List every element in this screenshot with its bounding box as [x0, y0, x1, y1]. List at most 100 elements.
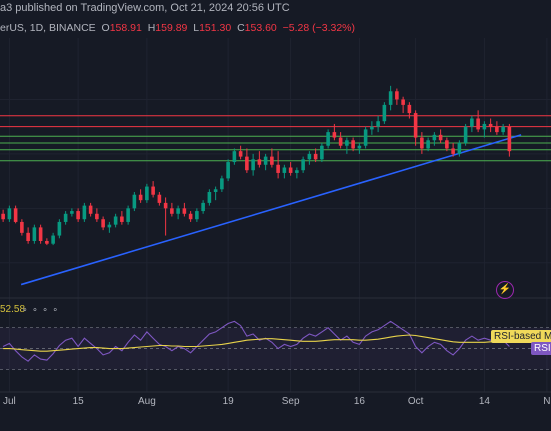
candle-21: [132, 194, 137, 209]
candle-59: [370, 126, 374, 130]
candle-50: [313, 153, 318, 160]
candle-62: [388, 91, 393, 105]
candle-12: [76, 211, 80, 220]
x-tick-2: Aug: [138, 396, 156, 407]
x-tick-5: 16: [354, 396, 366, 407]
close-label: C: [237, 22, 245, 34]
candle-66: [413, 113, 418, 138]
x-tick-1: 15: [73, 396, 85, 407]
candle-43: [270, 156, 274, 165]
candle-5: [32, 227, 37, 241]
candle-19: [120, 216, 124, 222]
rsi-value: 52.58: [0, 304, 26, 315]
candle-42: [263, 156, 268, 165]
candle-14: [88, 205, 93, 214]
candle-61: [382, 104, 387, 122]
candle-81: [507, 126, 512, 152]
candle-57: [357, 145, 362, 149]
change-value: −5.28 (−3.32%): [282, 22, 356, 34]
candle-79: [495, 126, 499, 133]
rsi-settings-dots[interactable]: ∘ ∘ ∘ ∘: [22, 304, 60, 314]
candle-39: [245, 156, 249, 171]
candle-65: [407, 104, 412, 114]
candle-9: [57, 221, 62, 236]
rsi-ma-line: [3, 334, 510, 352]
rsi-ma-tag: RSI-based MA: [491, 330, 551, 343]
high-value: 159.89: [155, 22, 188, 34]
low-label: L: [193, 22, 200, 34]
candle-6: [38, 227, 43, 241]
candle-71: [445, 140, 449, 149]
candle-53: [332, 132, 337, 138]
candle-69: [432, 134, 437, 141]
candle-24: [151, 186, 155, 195]
candle-67: [420, 137, 424, 149]
candle-2: [13, 208, 18, 222]
candle-72: [451, 148, 455, 154]
candle-74: [463, 126, 468, 143]
close-value: 153.60: [244, 22, 277, 34]
candle-0: [1, 213, 5, 220]
candle-29: [182, 208, 187, 214]
candle-7: [45, 241, 49, 244]
lightning-icon[interactable]: ⚡: [496, 281, 514, 299]
candle-47: [295, 170, 299, 173]
candle-73: [457, 143, 462, 154]
candle-60: [376, 121, 380, 127]
candle-38: [238, 151, 243, 157]
trendline: [20, 134, 522, 286]
candle-23: [145, 186, 149, 201]
candle-76: [476, 118, 480, 130]
candle-46: [288, 167, 293, 173]
candle-63: [395, 91, 399, 100]
candle-51: [320, 145, 324, 160]
candle-55: [345, 140, 349, 146]
candle-33: [207, 192, 212, 203]
candle-11: [70, 211, 74, 214]
candle-37: [232, 151, 237, 163]
low-value: 151.30: [199, 22, 232, 34]
candle-13: [82, 205, 87, 220]
x-tick-7: 14: [479, 396, 491, 407]
candle-4: [26, 232, 30, 241]
candle-35: [220, 178, 224, 190]
rsi-tag: RSI: [531, 342, 551, 355]
candle-26: [163, 202, 168, 209]
candle-30: [188, 213, 193, 220]
candle-56: [351, 140, 355, 149]
high-label: H: [147, 22, 156, 34]
symbol-label: erUS, 1D, BINANCE: [0, 22, 96, 34]
candle-45: [282, 167, 287, 173]
candle-64: [401, 99, 405, 105]
rsi-line: [2, 320, 510, 362]
candle-8: [51, 235, 55, 244]
x-tick-0: Jul: [3, 396, 16, 407]
candle-75: [470, 118, 474, 127]
candle-52: [326, 132, 330, 146]
candle-70: [438, 134, 443, 141]
candle-17: [107, 224, 112, 228]
candle-15: [95, 213, 99, 220]
candle-41: [257, 159, 262, 165]
open-label: O: [101, 22, 110, 34]
candle-16: [101, 219, 105, 228]
candle-44: [276, 164, 280, 173]
candle-22: [138, 194, 143, 201]
candle-58: [363, 129, 368, 146]
publish-info: a3 published on TradingView.com, Oct 21,…: [0, 2, 290, 14]
ohlc-legend: erUS, 1D, BINANCE O158.91 H159.89 L151.3…: [0, 22, 355, 34]
candle-25: [157, 194, 162, 203]
x-tick-6: Oct: [408, 396, 424, 407]
x-tick-8: N: [543, 396, 550, 407]
candle-48: [301, 159, 305, 171]
candle-3: [20, 221, 24, 233]
candle-28: [176, 208, 180, 214]
candle-77: [482, 123, 487, 130]
candle-49: [307, 153, 312, 160]
candle-80: [501, 126, 505, 133]
candle-32: [201, 202, 205, 212]
candle-78: [488, 123, 493, 127]
candle-40: [251, 159, 255, 171]
